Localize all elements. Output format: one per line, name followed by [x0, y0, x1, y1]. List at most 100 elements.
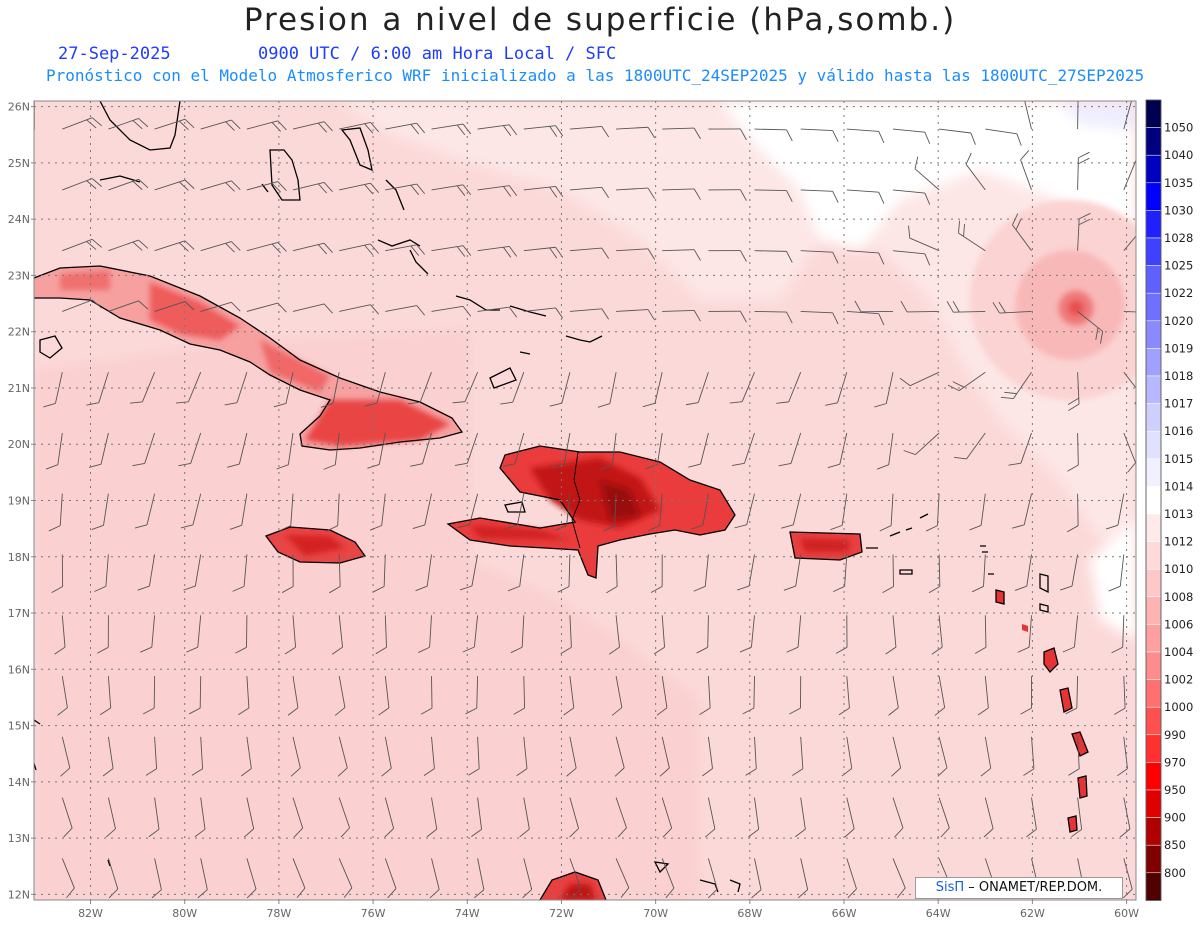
lat-tick-label: 24N [8, 213, 30, 226]
lon-tick-label: 64W [926, 907, 951, 920]
lat-tick-label: 26N [8, 101, 30, 114]
legend-swatch [1145, 624, 1162, 653]
lat-lon-grid [34, 101, 1136, 900]
legend-swatch [1145, 458, 1162, 487]
caribbean-band [34, 330, 700, 900]
legend-label: 1022 [1164, 286, 1193, 300]
legend-swatch [1145, 348, 1162, 377]
lat-tick-label: 18N [8, 551, 30, 564]
legend-label: 1019 [1164, 341, 1193, 355]
legend-swatch [1145, 237, 1162, 266]
landmass-shading [34, 266, 1088, 900]
lat-tick-label: 22N [8, 326, 30, 339]
legend-swatch [1145, 651, 1162, 680]
legend-label: 990 [1164, 728, 1186, 742]
legend-label: 1035 [1164, 176, 1193, 190]
forecast-description: Pronóstico con el Modelo Atmosferico WRF… [46, 66, 1145, 85]
legend-swatch [1145, 182, 1162, 211]
lat-tick-label: 12N [8, 888, 30, 901]
legend-label: 1004 [1164, 645, 1193, 659]
lat-tick-label: 25N [8, 157, 30, 170]
legend-label: 800 [1164, 866, 1186, 880]
legend-swatch [1145, 872, 1162, 901]
credit-box: SisΠ – ONAMET/REP.DOM. [915, 877, 1123, 899]
lat-tick-label: 20N [8, 438, 30, 451]
legend-swatch [1145, 292, 1162, 322]
legend-label: 1028 [1164, 231, 1193, 245]
credit-org: – ONAMET/REP.DOM. [968, 880, 1103, 895]
legend-swatch [1145, 844, 1162, 874]
legend-swatch [1145, 486, 1162, 515]
legend-swatch [1145, 568, 1162, 598]
legend-label: 1050 [1164, 121, 1193, 135]
lat-tick-label: 17N [8, 607, 30, 620]
legend-label: 1000 [1164, 700, 1193, 714]
legend-label: 1015 [1164, 452, 1193, 466]
latitude-ticks: 26N 25N 24N 23N 22N 21N 20N 19N 18N 17N 16N 15N 14N 1… [8, 101, 34, 901]
lon-tick-label: 66W [832, 907, 857, 920]
legend-label: 1006 [1164, 617, 1193, 631]
legend-swatch [1145, 265, 1162, 294]
legend-swatch [1145, 541, 1162, 570]
legend-label: 1020 [1164, 314, 1193, 328]
legend-label: 1025 [1164, 259, 1193, 273]
lon-tick-label: 82W [78, 907, 103, 920]
lat-tick-label: 16N [8, 663, 30, 676]
longitude-ticks: 82W 80W 78W 76W 74W 72W 70W 68W 66W 64W 62W 60W [78, 900, 1139, 920]
lesser-antilles [996, 590, 1088, 832]
legend-swatch [1145, 154, 1162, 184]
lat-tick-label: 23N [8, 269, 30, 282]
legend-swatch [1145, 762, 1162, 791]
legend-swatch [1145, 789, 1162, 818]
legend-swatch [1145, 706, 1162, 736]
lat-tick-label: 14N [8, 776, 30, 789]
lon-tick-label: 80W [172, 907, 197, 920]
legend-swatch [1145, 127, 1162, 156]
legend-swatch [1145, 513, 1162, 542]
legend-label: 1002 [1164, 673, 1193, 687]
lon-tick-label: 62W [1020, 907, 1045, 920]
legend-label: 1010 [1164, 562, 1193, 576]
valid-date: 27-Sep-2025 [58, 44, 171, 64]
legend-label: 850 [1164, 838, 1186, 852]
lon-tick-label: 72W [549, 907, 574, 920]
legend-label: 1018 [1164, 369, 1193, 383]
legend-swatch [1145, 210, 1162, 239]
legend-label: 1014 [1164, 479, 1193, 493]
legend-swatch [1145, 817, 1162, 846]
legend-swatch [1145, 679, 1162, 708]
lon-tick-label: 60W [1114, 907, 1139, 920]
legend-swatch [1145, 596, 1162, 625]
legend-label: 1012 [1164, 535, 1193, 549]
legend-label: 900 [1164, 811, 1186, 825]
legend-label: 1008 [1164, 590, 1193, 604]
legend-swatch [1145, 375, 1162, 404]
lon-tick-label: 74W [455, 907, 480, 920]
wind-barbs [43, 101, 1136, 899]
low-pressure-center [970, 200, 1136, 400]
legend-label: 1017 [1164, 397, 1193, 411]
legend-swatch [1145, 99, 1162, 128]
legend-label: 1016 [1164, 424, 1193, 438]
legend-label: 1030 [1164, 203, 1193, 217]
chart-title: Presion a nivel de superficie (hPa,somb.… [243, 2, 957, 38]
legend-swatch [1145, 320, 1162, 349]
legend-label: 970 [1164, 755, 1186, 769]
legend-label: 1040 [1164, 148, 1193, 162]
lat-tick-label: 15N [8, 720, 30, 733]
lat-tick-label: 19N [8, 495, 30, 508]
valid-time: 0900 UTC / 6:00 am Hora Local / SFC [258, 44, 617, 64]
legend-swatch [1145, 734, 1162, 763]
legend-label: 950 [1164, 783, 1186, 797]
legend-swatch [1145, 430, 1162, 460]
lat-tick-label: 13N [8, 832, 30, 845]
lon-tick-label: 70W [643, 907, 668, 920]
legend-label: 1013 [1164, 507, 1193, 521]
lon-tick-label: 76W [361, 907, 386, 920]
lat-tick-label: 21N [8, 382, 30, 395]
lon-tick-label: 68W [737, 907, 762, 920]
pressure-legend: 1050 1040 1035 1030 1028 1025 1022 1020 1019 1018… [1145, 99, 1193, 901]
lon-tick-label: 78W [266, 907, 291, 920]
brand-logo-text: SisΠ [935, 880, 965, 895]
